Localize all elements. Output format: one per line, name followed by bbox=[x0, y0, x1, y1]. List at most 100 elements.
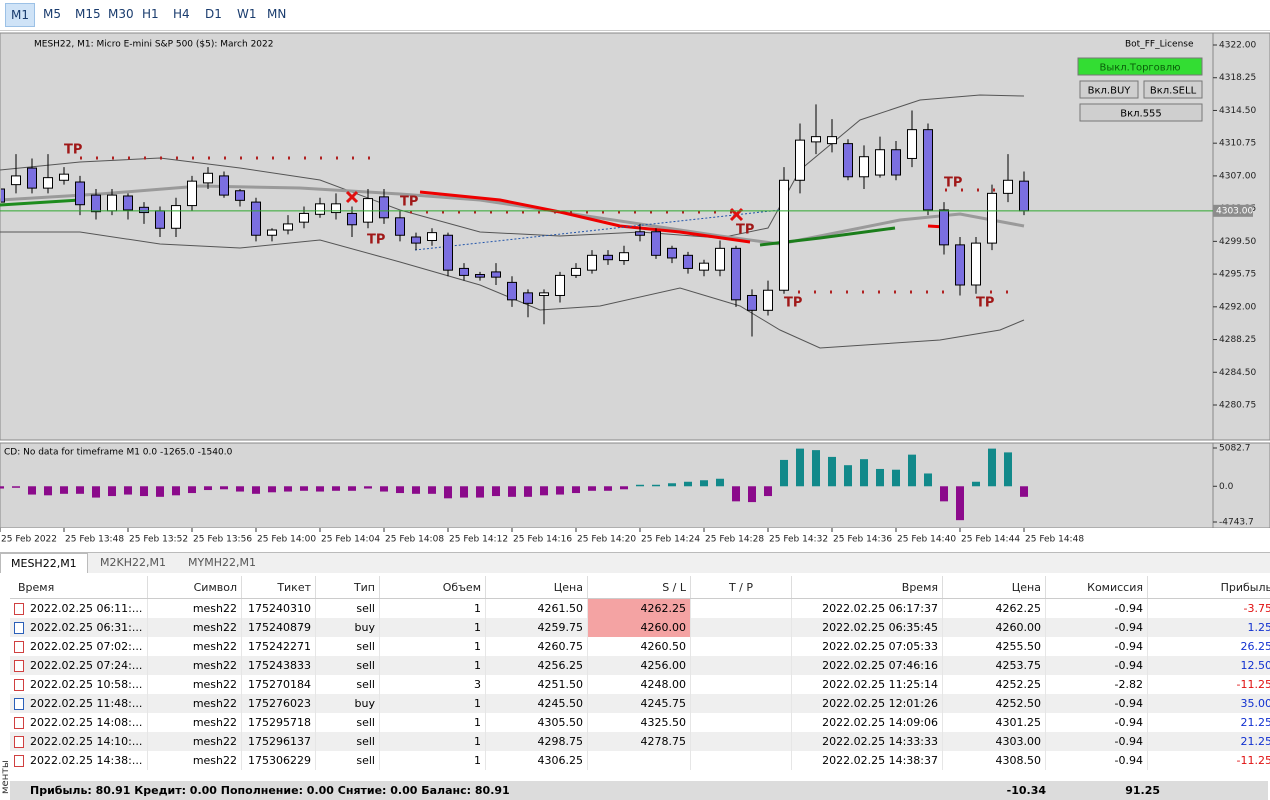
column-header[interactable]: Прибыль bbox=[1147, 576, 1270, 599]
cell: 2022.02.25 07:02:... bbox=[10, 637, 148, 656]
indicator-bar bbox=[1004, 452, 1012, 487]
cell: sell bbox=[315, 675, 380, 694]
indicator-bar bbox=[284, 486, 292, 492]
cell: 175306229 bbox=[241, 751, 316, 770]
indicator-bar bbox=[812, 450, 820, 487]
timeframe-button[interactable]: D1 bbox=[205, 7, 222, 21]
cell: 4308.50 bbox=[942, 751, 1046, 770]
history-row[interactable]: 2022.02.25 14:38:... mesh22 175306229 sell 1… bbox=[10, 751, 1270, 770]
column-header[interactable]: Время bbox=[10, 576, 148, 599]
column-header[interactable]: T / P bbox=[690, 576, 792, 599]
cell: mesh22 bbox=[147, 598, 242, 618]
cell: 2022.02.25 14:10:... bbox=[10, 732, 148, 751]
candle-body bbox=[923, 129, 933, 211]
column-header[interactable]: Цена bbox=[942, 576, 1046, 599]
timeframe-button[interactable]: MN bbox=[267, 7, 287, 21]
indicator-bar bbox=[700, 480, 708, 487]
timeframe-button[interactable]: H4 bbox=[173, 7, 190, 21]
candle-body bbox=[683, 254, 693, 269]
indicator-bar bbox=[28, 486, 36, 495]
history-row[interactable]: 2022.02.25 07:24:... mesh22 175243833 sell 1… bbox=[10, 656, 1270, 675]
cell: 2022.02.25 11:25:14 bbox=[791, 675, 943, 694]
cell: 2022.02.25 10:58:... bbox=[10, 675, 148, 694]
footer-commission: -10.34 bbox=[1006, 784, 1046, 797]
timeframe-button[interactable]: M30 bbox=[108, 7, 134, 21]
history-row[interactable]: 2022.02.25 14:10:... mesh22 175296137 sell 1… bbox=[10, 732, 1270, 751]
time-label: 25 Feb 14:08 bbox=[385, 535, 444, 545]
deal-icon bbox=[14, 622, 24, 634]
cell: 2022.02.25 12:01:26 bbox=[791, 694, 943, 713]
deal-icon bbox=[14, 736, 24, 748]
candle-body bbox=[27, 167, 37, 189]
cell: 175240310 bbox=[241, 598, 316, 618]
indicator-bar bbox=[508, 486, 516, 497]
column-header[interactable]: Тип bbox=[315, 576, 380, 599]
candle-body bbox=[299, 212, 309, 223]
cell: -0.94 bbox=[1045, 637, 1148, 656]
cell: 2022.02.25 06:31:... bbox=[10, 618, 148, 637]
candle-body bbox=[491, 271, 501, 278]
symbol-tab[interactable]: MESH22,M1 bbox=[0, 553, 88, 573]
indicator-header: CD: No data for timeframe M1 0.0 -1265.0… bbox=[4, 448, 233, 458]
history-row[interactable]: 2022.02.25 10:58:... mesh22 175270184 sell 3… bbox=[10, 675, 1270, 694]
cell: 175296137 bbox=[241, 732, 316, 751]
indicator-bar bbox=[0, 486, 4, 489]
cell: -0.94 bbox=[1045, 751, 1148, 770]
bot-button[interactable] bbox=[1077, 57, 1203, 76]
column-header[interactable]: Символ bbox=[147, 576, 242, 599]
symbol-tab[interactable]: M2KH22,M1 bbox=[100, 556, 166, 569]
candle-body bbox=[651, 231, 661, 256]
indicator-lines bbox=[0, 94, 1025, 349]
candle-body bbox=[955, 244, 965, 286]
indicator-bar bbox=[316, 486, 324, 492]
candle-body bbox=[539, 292, 549, 296]
indicator-tick-label: -4743.7 bbox=[1219, 518, 1254, 528]
tp-label: TP bbox=[367, 233, 385, 248]
cell: 4262.25 bbox=[942, 598, 1046, 618]
cell: 12.50 bbox=[1147, 656, 1270, 675]
cell: -11.25 bbox=[1147, 751, 1270, 770]
history-row[interactable]: 2022.02.25 14:08:... mesh22 175295718 sell 1… bbox=[10, 713, 1270, 732]
column-header[interactable]: S / L bbox=[587, 576, 691, 599]
cell: 4298.75 bbox=[485, 732, 588, 751]
symbol-tab[interactable]: MYMH22,M1 bbox=[188, 556, 256, 569]
cell: -11.25 bbox=[1147, 675, 1270, 694]
history-row[interactable]: 2022.02.25 11:48:... mesh22 175276023 buy 1 4… bbox=[10, 694, 1270, 713]
indicator-bar bbox=[44, 486, 52, 496]
indicator-bar bbox=[956, 486, 964, 521]
column-header[interactable]: Цена bbox=[485, 576, 588, 599]
timeframe-button[interactable]: M5 bbox=[43, 7, 61, 21]
cell: mesh22 bbox=[147, 637, 242, 656]
y-tick-label: 4310.75 bbox=[1219, 139, 1256, 149]
history-row[interactable]: 2022.02.25 07:02:... mesh22 175242271 sell 1… bbox=[10, 637, 1270, 656]
bot-button[interactable] bbox=[1143, 80, 1203, 99]
current-price-label: 4303.00 bbox=[1216, 206, 1253, 216]
cell: 4278.75 bbox=[587, 732, 691, 751]
time-label: 25 Feb 14:24 bbox=[641, 535, 700, 545]
deal-icon bbox=[14, 698, 24, 710]
history-row[interactable]: 2022.02.25 06:11:... mesh22 175240310 sell 1… bbox=[10, 598, 1270, 618]
indicator-bar bbox=[620, 486, 628, 490]
indicator-bar bbox=[204, 486, 212, 491]
column-header[interactable]: Объем bbox=[379, 576, 486, 599]
y-tick-label: 4292.00 bbox=[1219, 302, 1256, 312]
timeframe-button[interactable]: M1 bbox=[5, 3, 35, 27]
y-tick-label: 4284.50 bbox=[1219, 368, 1256, 378]
candle-body bbox=[331, 203, 341, 214]
cell: 4256.25 bbox=[485, 656, 588, 675]
timeframe-button[interactable]: M15 bbox=[75, 7, 101, 21]
y-tick-label: 4307.00 bbox=[1219, 171, 1256, 181]
history-row[interactable]: 2022.02.25 06:31:... mesh22 175240879 buy 1 4… bbox=[10, 618, 1270, 637]
column-header[interactable]: Время bbox=[791, 576, 943, 599]
bot-button[interactable] bbox=[1079, 80, 1139, 99]
timeframe-button[interactable]: W1 bbox=[237, 7, 257, 21]
candle-body bbox=[395, 217, 405, 236]
column-header[interactable]: Комиссия bbox=[1045, 576, 1148, 599]
column-header[interactable]: Тикет bbox=[241, 576, 316, 599]
cell bbox=[690, 713, 792, 732]
cell: -3.75 bbox=[1147, 598, 1270, 618]
bot-button[interactable] bbox=[1079, 103, 1203, 122]
timeframe-button[interactable]: H1 bbox=[142, 7, 159, 21]
indicator-bar bbox=[764, 486, 772, 497]
cell: 175242271 bbox=[241, 637, 316, 656]
